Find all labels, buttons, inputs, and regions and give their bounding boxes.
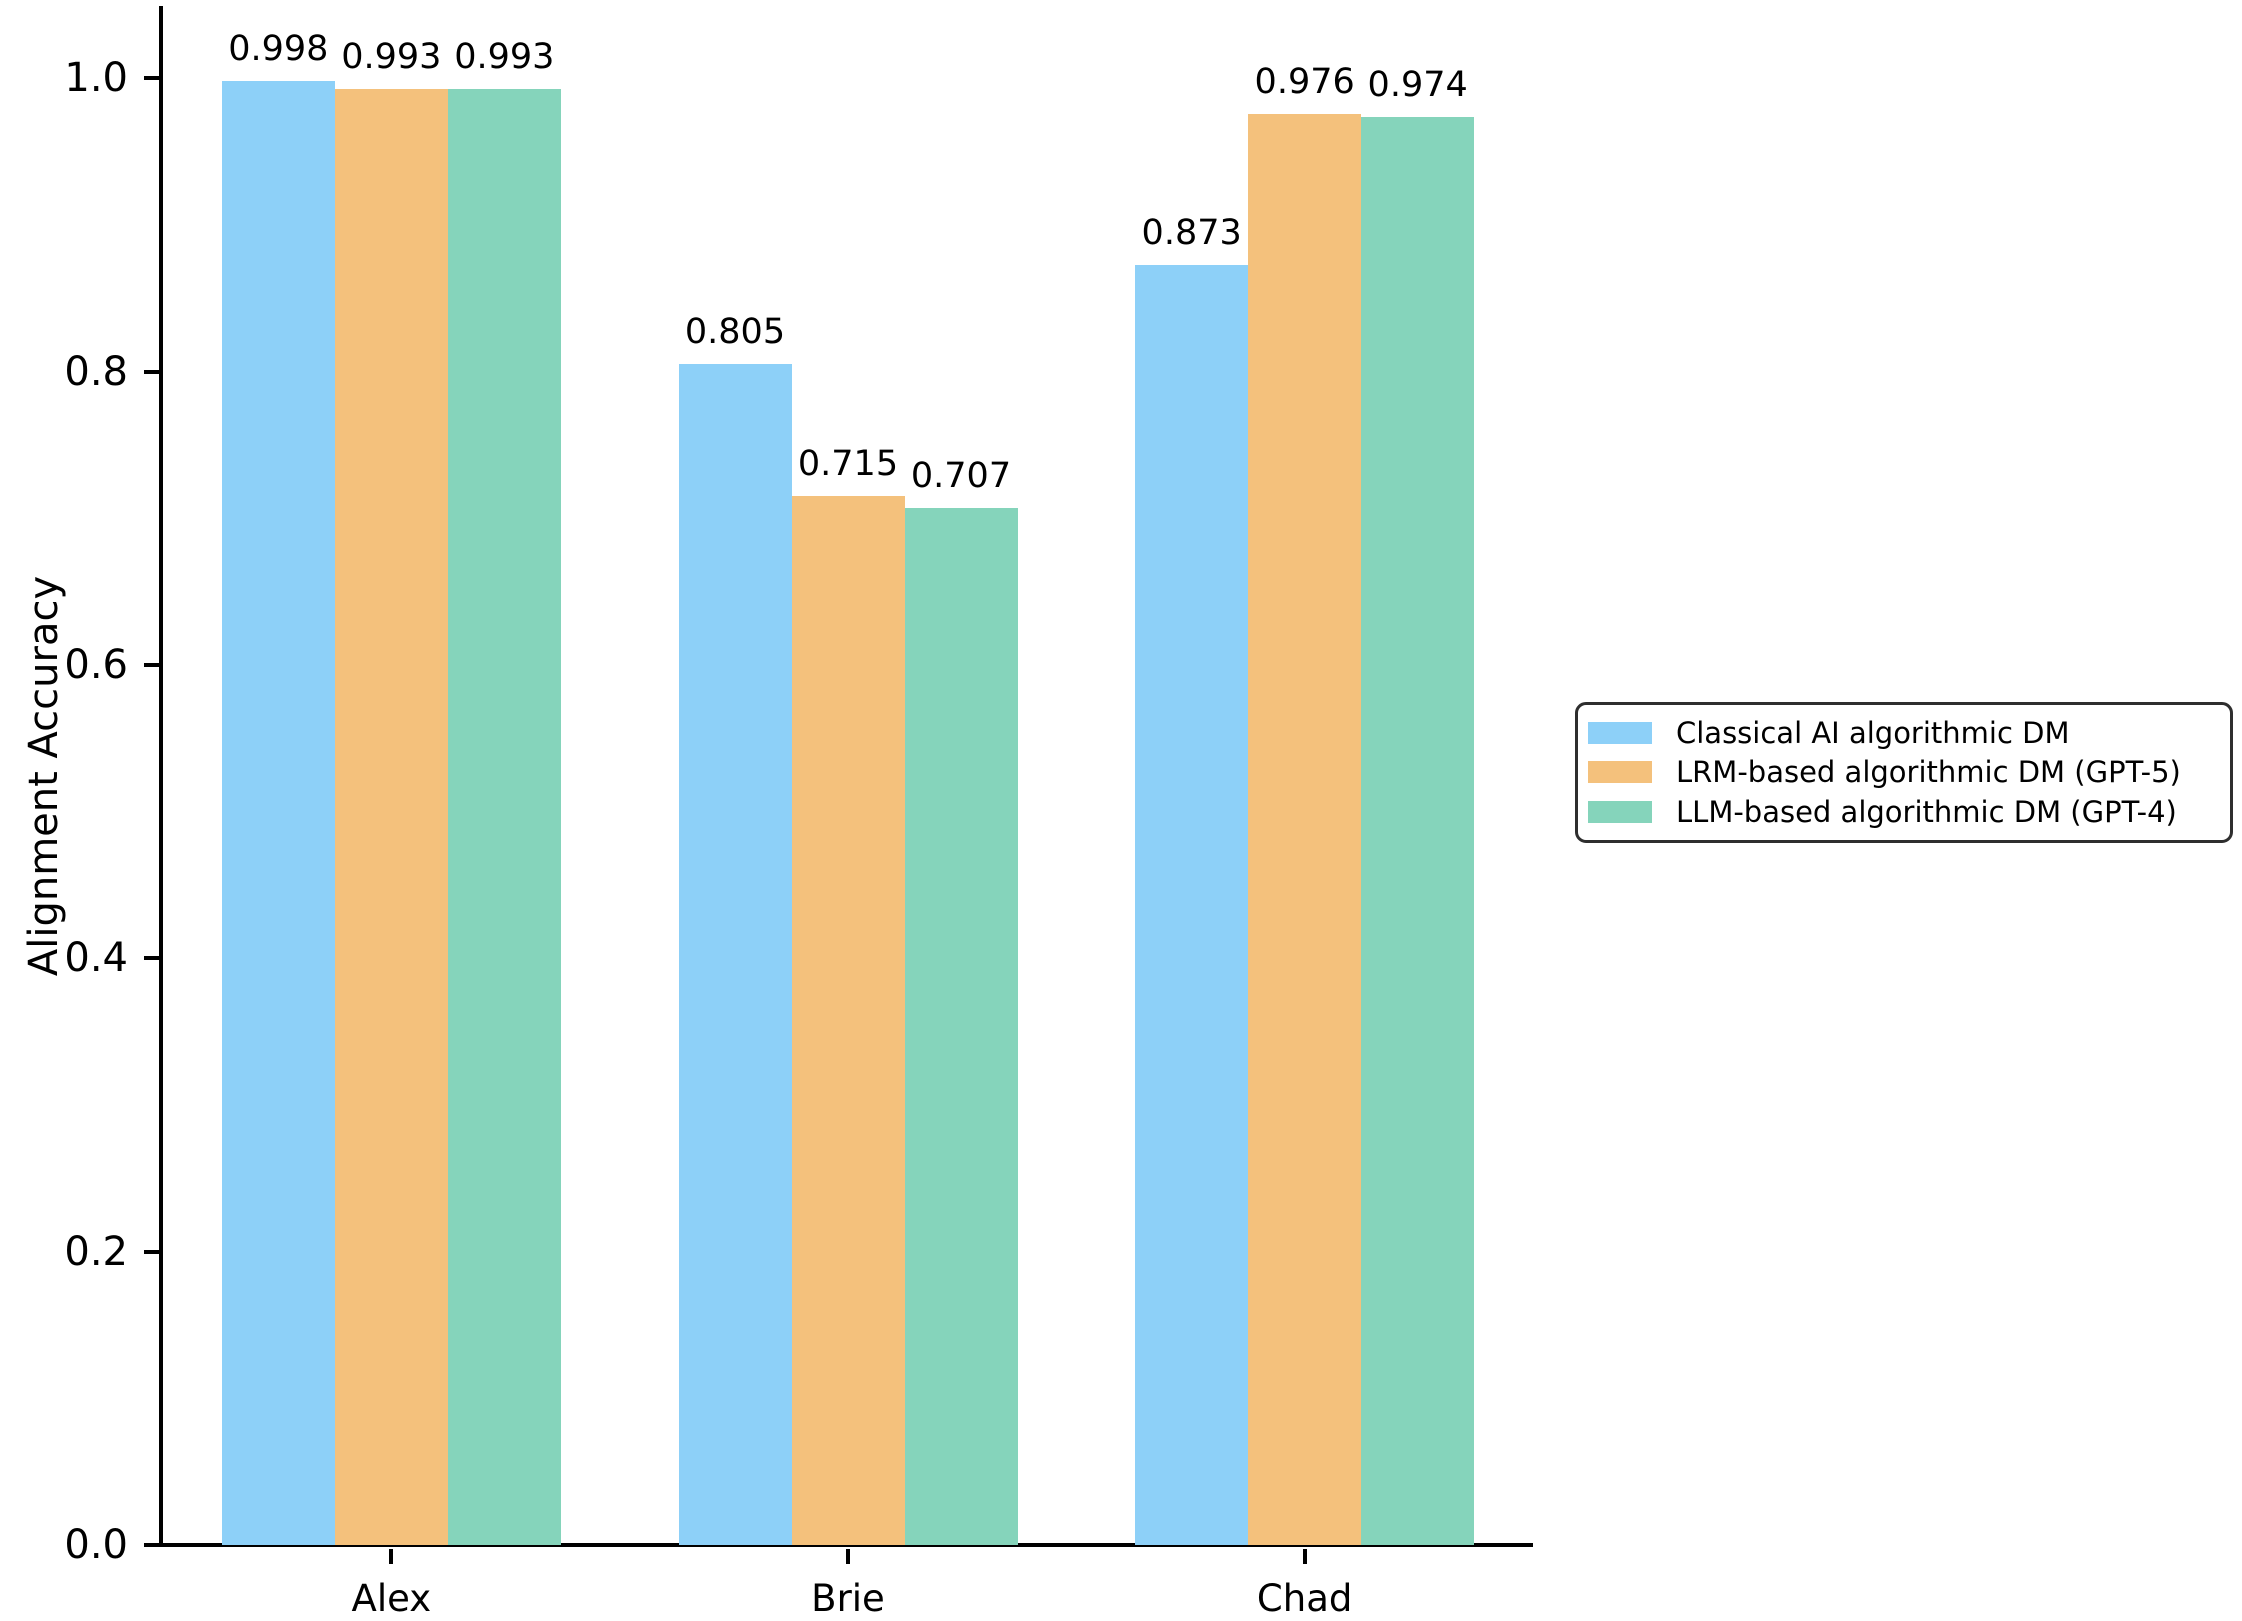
x-tick-mark	[389, 1549, 394, 1564]
y-tick-mark	[144, 369, 159, 374]
y-tick-mark	[144, 663, 159, 668]
x-tick-label: Chad	[1256, 1577, 1353, 1620]
x-tick-label: Alex	[351, 1577, 432, 1620]
bar	[447, 88, 561, 1545]
legend: Classical AI algorithmic DM LRM-based alg…	[1575, 702, 2233, 843]
y-axis-title: Alignment Accuracy	[21, 575, 67, 977]
bar-value-label: 0.805	[684, 312, 786, 353]
legend-label: LRM-based algorithmic DM (GPT-5)	[1676, 755, 2181, 790]
bar	[791, 496, 905, 1545]
bar-value-label: 0.873	[1141, 212, 1242, 253]
x-tick-mark	[846, 1549, 850, 1564]
bar	[1361, 116, 1475, 1545]
bar	[1135, 264, 1249, 1545]
x-tick-label: Brie	[811, 1577, 885, 1620]
legend-label: Classical AI algorithmic DM	[1676, 715, 2070, 750]
y-tick-label: 0.4	[64, 935, 128, 982]
bar	[221, 81, 335, 1545]
legend-item: Classical AI algorithmic DM	[1588, 716, 2216, 750]
y-tick-label: 0.8	[64, 348, 128, 395]
bar-value-label: 0.974	[1367, 64, 1468, 105]
legend-item: LLM-based algorithmic DM (GPT-4)	[1588, 795, 2216, 829]
plot-area: 0.0 0.2 0.4 0.6 0.8 1.0 0.998 0.993 0.993 0.805 0…	[64, 6, 1533, 1620]
legend-item: LRM-based algorithmic DM (GPT-5)	[1588, 755, 2216, 789]
y-tick-label: 0.6	[64, 642, 128, 689]
y-tick-label: 0.2	[64, 1228, 128, 1275]
legend-swatch	[1588, 761, 1652, 784]
x-axis-line	[159, 1543, 1533, 1547]
y-tick-mark	[144, 1249, 159, 1254]
bar	[1248, 113, 1362, 1545]
legend-swatch	[1588, 721, 1652, 744]
legend-label: LLM-based algorithmic DM (GPT-4)	[1676, 795, 2177, 830]
y-tick-mark	[144, 956, 159, 961]
x-tick-mark	[1302, 1549, 1307, 1564]
y-tick-mark	[144, 76, 159, 81]
legend-swatch	[1588, 801, 1652, 824]
bar	[334, 88, 448, 1545]
bar	[678, 364, 792, 1545]
y-tick-label: 1.0	[64, 55, 128, 102]
bar-value-label: 0.998	[228, 29, 329, 70]
bar-value-label: 0.993	[454, 36, 555, 77]
y-axis-line	[159, 6, 163, 1547]
bar-value-label: 0.993	[341, 36, 442, 77]
y-tick-label: 0.0	[64, 1522, 128, 1568]
bar-value-label: 0.707	[910, 456, 1012, 497]
bar	[904, 508, 1018, 1545]
y-tick-mark	[144, 1543, 159, 1547]
bar-value-label: 0.715	[797, 444, 899, 485]
bar-value-label: 0.976	[1254, 61, 1355, 102]
